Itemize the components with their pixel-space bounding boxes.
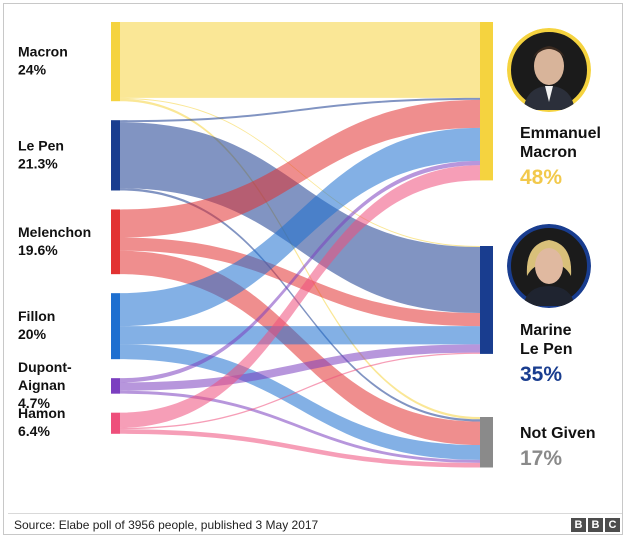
target-name: Marine [520,322,572,339]
source-value: 21.3% [18,155,58,171]
sankey-diagram: Macron 24% Le Pen 21.3% Melenchon 19.6% Fillon… [18,22,601,470]
nodes-layer [111,22,493,468]
source-node-hamon [111,412,120,434]
flow-macron-to-emmanuel-macron [120,22,480,98]
target-node-not-given [480,417,493,468]
target-node-emmanuel-macron [480,22,493,181]
source-name: Macron [18,44,68,60]
footer-divider [8,513,622,514]
bbc-logo-letter: C [605,518,620,532]
source-label-le-pen: Le Pen 21.3% [18,137,64,171]
source-value: 4.7% [18,395,50,411]
flow-fillon-to-marine-le-pen [120,326,480,345]
target-label-not-given: Not Given [520,425,596,442]
source-node-dupont-aignan [111,378,120,394]
flow-macron-to-not-given [120,98,480,420]
macron-photo-icon [507,28,591,112]
flow-hamon-to-emmanuel-macron [120,165,480,428]
source-name: Melenchon [18,224,91,240]
source-label-melenchon: Melenchon 19.6% [18,224,91,258]
target-value-not-given: 17% [520,447,562,470]
source-node-melenchon [111,209,120,275]
flow-melenchon-to-not-given [120,250,480,446]
target-name: Not Given [520,425,596,442]
source-name: Dupont- [18,359,72,375]
flow-dupont-aignan-to-emmanuel-macron [120,160,480,383]
target-name: Le Pen [520,341,572,358]
bbc-logo-letter: B [571,518,586,532]
source-label-macron: Macron 24% [18,44,68,78]
source-value: 24% [18,62,47,78]
flows-layer [120,22,480,468]
chart-frame: Macron 24% Le Pen 21.3% Melenchon 19.6% Fillon… [3,3,623,535]
flow-le-pen-to-not-given [120,188,480,422]
flow-le-pen-to-emmanuel-macron [120,97,480,123]
target-label-emmanuel-macron: Emmanuel Macron [520,125,601,161]
source-node-macron [111,22,120,102]
source-value: 19.6% [18,242,58,258]
le-pen-photo-icon [507,224,591,308]
source-node-le-pen [111,120,120,191]
source-name: Aignan [18,377,65,393]
source-name: Fillon [18,308,55,324]
target-label-marine-le-pen: Marine Le Pen [520,322,572,358]
flow-melenchon-to-marine-le-pen [120,237,480,327]
source-label-fillon: Fillon 20% [18,308,55,342]
flow-fillon-to-emmanuel-macron [120,127,480,327]
bbc-logo-letter: B [588,518,603,532]
flow-melenchon-to-emmanuel-macron [120,99,480,238]
flow-dupont-aignan-to-marine-le-pen [120,344,480,391]
source-label-hamon: Hamon 6.4% [18,405,65,439]
bbc-logo: B B C [571,518,620,532]
flow-hamon-to-not-given [120,429,480,468]
source-note: Source: Elabe poll of 3956 people, publi… [14,518,319,532]
source-value: 6.4% [18,423,50,439]
flow-dupont-aignan-to-not-given [120,390,480,463]
flow-fillon-to-not-given [120,344,480,460]
flow-hamon-to-marine-le-pen [120,352,480,430]
source-node-fillon [111,293,120,360]
source-name: Hamon [18,405,65,421]
source-name: Le Pen [18,137,64,153]
target-node-marine-le-pen [480,246,493,354]
target-value-marine-le-pen: 35% [520,363,562,386]
source-label-dupont-aignan: Dupont- Aignan 4.7% [18,359,72,411]
labels-layer: Macron 24% Le Pen 21.3% Melenchon 19.6% Fillon… [18,44,601,470]
target-value-emmanuel-macron: 48% [520,166,562,189]
source-value: 20% [18,326,47,342]
target-name: Macron [520,144,577,161]
target-name: Emmanuel [520,125,601,142]
